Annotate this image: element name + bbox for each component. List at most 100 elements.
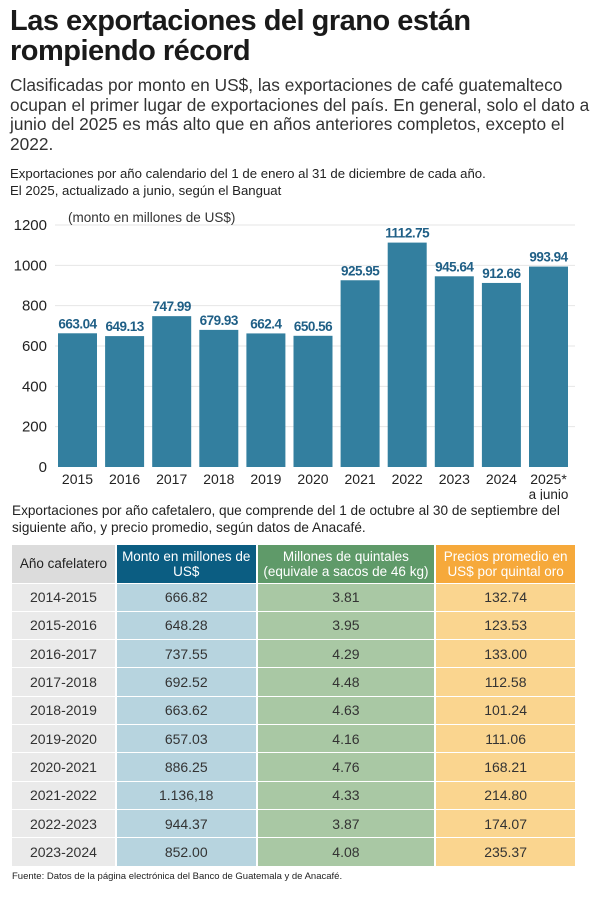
table-cell: 132.74: [435, 582, 577, 612]
x-tick-label: 2022: [392, 471, 423, 487]
value-label: 649.13: [105, 319, 144, 334]
table-row: 2016-2017 737.55 4.29 133.00: [12, 639, 577, 668]
x-tick-label: 2021: [345, 471, 376, 487]
table-row: 2019-2020 657.03 4.16 111.06: [12, 723, 577, 753]
table-row: 2015-2016 648.28 3.95 123.53: [12, 610, 577, 640]
column-header: Año cafelatero: [12, 545, 117, 583]
y-tick-label: 200: [22, 419, 47, 436]
table-cell: 2014-2015: [12, 582, 117, 612]
chart-subtitle: Exportaciones por año calendario del 1 d…: [10, 165, 595, 199]
x-tick-label: 2015: [62, 471, 93, 487]
table-cell: 133.00: [435, 639, 577, 668]
column-header: Precios promedio en US$ por quintal oro: [435, 545, 577, 583]
value-label: 662.4: [250, 316, 282, 331]
table-cell: 214.80: [435, 780, 577, 810]
bar: [529, 266, 568, 467]
table-cell: 2021-2022: [12, 780, 117, 810]
source-footer: Fuente: Datos de la página electrónica d…: [12, 871, 343, 882]
x-tick-label: 2018: [203, 471, 234, 487]
x-tick-label: 2024: [486, 471, 517, 487]
bar: [152, 316, 192, 467]
x-tick-label: 2020: [297, 471, 328, 487]
x-tick-label: 2023: [439, 471, 470, 487]
table-row: 2014-2015 666.82 3.81 132.74: [12, 582, 577, 612]
table-row: 2022-2023 944.37 3.87 174.07: [12, 808, 577, 838]
table-cell: 692.52: [115, 667, 258, 697]
table-header-row: Año cafelatero Monto en millones de US$ Mi…: [12, 545, 577, 583]
table-cell: 235.37: [435, 837, 577, 866]
value-label: 747.99: [153, 299, 191, 314]
table-cell: 852.00: [115, 837, 258, 866]
y-tick-label: 800: [22, 298, 47, 315]
value-label: 925.95: [341, 263, 380, 278]
table-cell: 2018-2019: [12, 695, 117, 725]
table-row: 2023-2024 852.00 4.08 235.37: [12, 837, 577, 866]
value-label: 663.04: [58, 316, 97, 331]
table-cell: 2023-2024: [12, 837, 117, 866]
table-row: 2020-2021 886.25 4.76 168.21: [12, 752, 577, 782]
bar: [293, 335, 333, 467]
x-tick-label: 2025*: [530, 471, 567, 487]
y-axis-label: (monto en millones de US$): [68, 210, 235, 225]
y-tick-label: 1000: [14, 257, 47, 274]
value-label: 679.93: [200, 313, 239, 328]
column-header: Millones de quintales (equivale a sacos …: [256, 545, 437, 583]
page-title: Las exportaciones del grano están rompie…: [10, 5, 471, 67]
table-cell: 944.37: [115, 808, 258, 838]
table-cell: 112.58: [435, 667, 577, 697]
table-cell: 4.63: [256, 695, 437, 725]
table-cell: 2017-2018: [12, 667, 117, 697]
table-cell: 168.21: [435, 752, 577, 782]
table-row: 2021-2022 1.136,18 4.33 214.80: [12, 780, 577, 810]
table-cell: 666.82: [115, 582, 258, 612]
table-cell: 111.06: [435, 723, 577, 753]
table-cell: 123.53: [435, 610, 577, 640]
table-cell: 737.55: [115, 639, 258, 668]
bar: [246, 333, 286, 467]
table-cell: 4.48: [256, 667, 437, 697]
table-cell: 657.03: [115, 723, 258, 753]
data-table: Año cafelatero Monto en millones de US$ Mi…: [12, 545, 577, 866]
table-cell: 2022-2023: [12, 808, 117, 838]
y-tick-label: 600: [22, 338, 47, 355]
bar: [387, 242, 427, 467]
bar: [199, 329, 239, 467]
table-cell: 4.16: [256, 723, 437, 753]
chart-subtitle-line-1: Exportaciones por año calendario del 1 d…: [10, 166, 486, 181]
bar: [340, 280, 380, 467]
bar: [58, 333, 97, 467]
table-cell: 4.33: [256, 780, 437, 810]
table-cell: 4.08: [256, 837, 437, 866]
x-tick-label: 2019: [250, 471, 281, 487]
table-cell: 663.62: [115, 695, 258, 725]
table-row: 2017-2018 692.52 4.48 112.58: [12, 667, 577, 697]
table-cell: 101.24: [435, 695, 577, 725]
table-row: 2018-2019 663.62 4.63 101.24: [12, 695, 577, 725]
subtitle: Clasificadas por monto en US$, las expor…: [10, 75, 590, 154]
table-cell: 886.25: [115, 752, 258, 782]
table-cell: 4.29: [256, 639, 437, 668]
table-cell: 2015-2016: [12, 610, 117, 640]
table-cell: 2020-2021: [12, 752, 117, 782]
bar: [481, 282, 521, 467]
table-subtitle: Exportaciones por año cafetalero, que co…: [12, 503, 560, 535]
bar: [434, 276, 474, 467]
table-cell: 3.95: [256, 610, 437, 640]
table-cell: 1.136,18: [115, 780, 258, 810]
column-header: Monto en millones de US$: [115, 545, 258, 583]
y-tick-label: 400: [22, 378, 47, 395]
chart-subtitle-line-2: El 2025, actualizado a junio, según el B…: [10, 183, 282, 198]
table-cell: 2016-2017: [12, 639, 117, 668]
table-cell: 3.81: [256, 582, 437, 612]
value-label: 650.56: [294, 319, 333, 334]
value-label: 993.94: [529, 250, 568, 265]
table-cell: 174.07: [435, 808, 577, 838]
table-cell: 2019-2020: [12, 723, 117, 753]
bar-chart: 0 200 400 600 800 1000 1200 (monto en millones …: [14, 210, 575, 500]
value-label: 1112.75: [385, 226, 430, 241]
x-tick-note: a junio: [529, 487, 569, 500]
y-tick-label: 1200: [14, 217, 47, 234]
y-tick-label: 0: [39, 459, 47, 476]
bar: [105, 336, 145, 467]
table-cell: 3.87: [256, 808, 437, 838]
